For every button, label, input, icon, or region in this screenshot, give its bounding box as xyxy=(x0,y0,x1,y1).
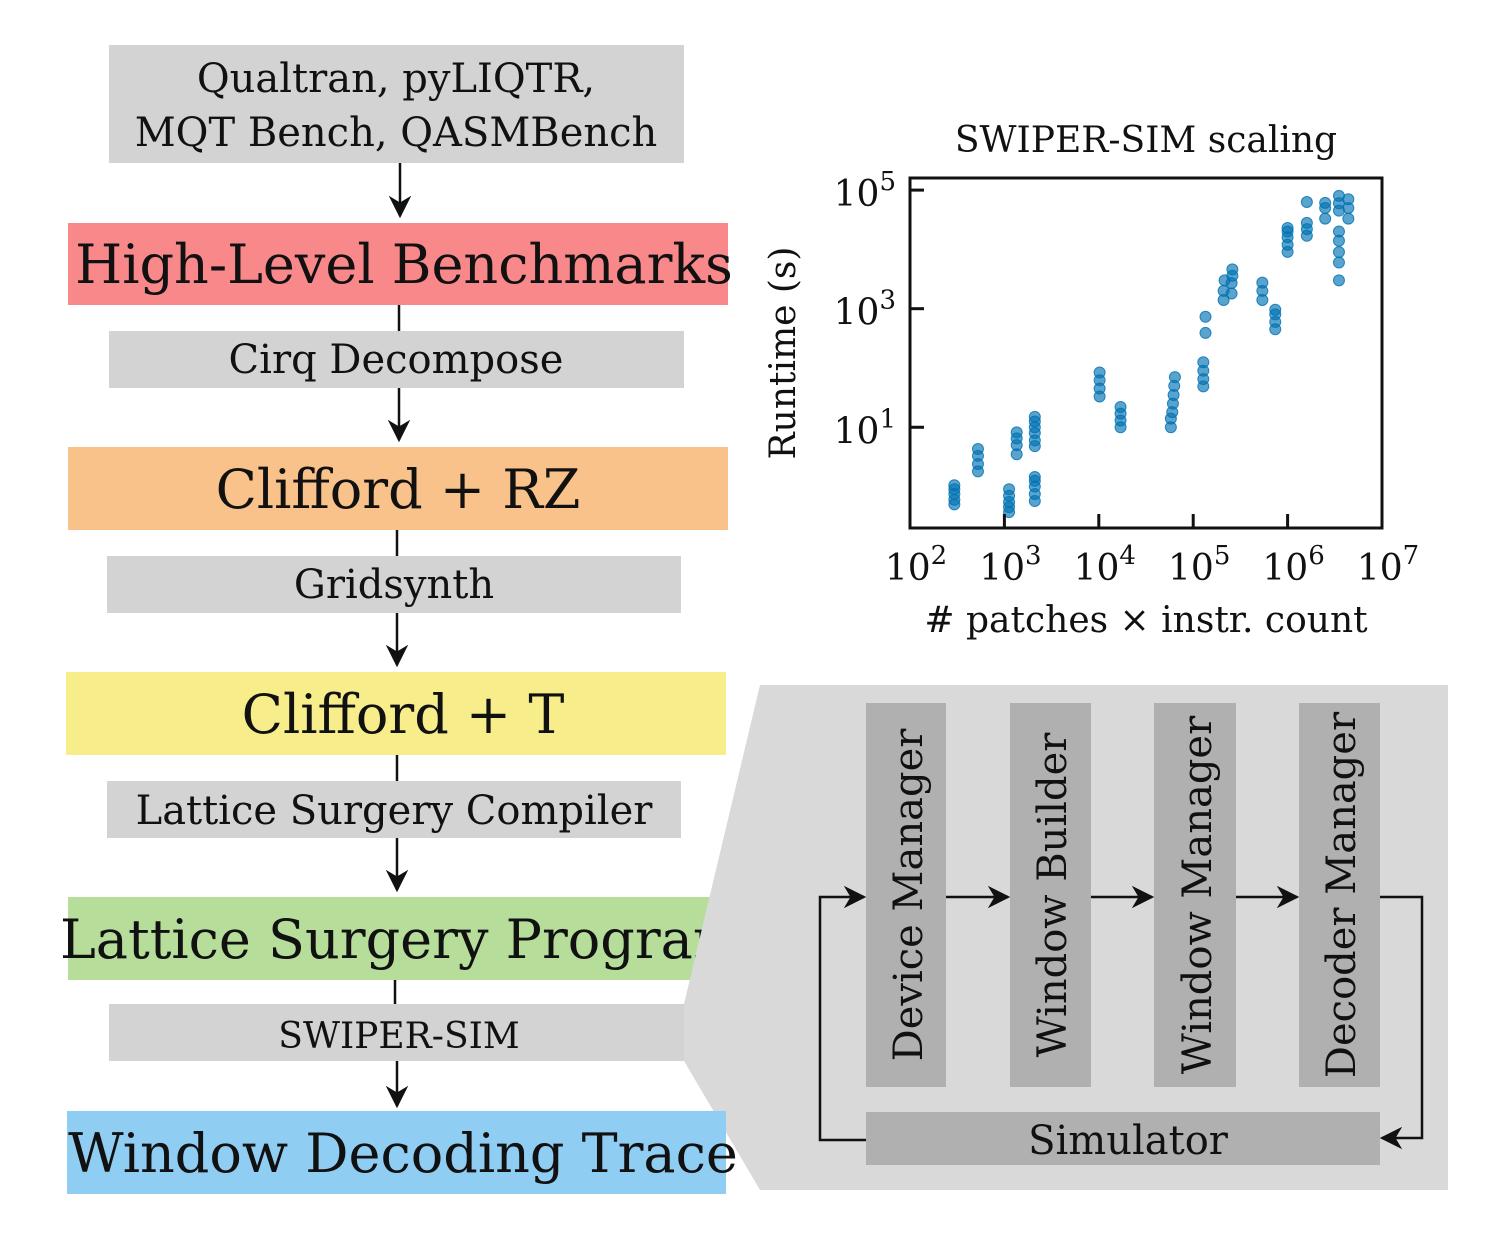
data-point xyxy=(1003,483,1016,496)
data-point xyxy=(1332,225,1345,238)
module-window-manager: Window Manager xyxy=(1175,715,1221,1074)
data-point xyxy=(1332,246,1345,259)
step-cirq-decompose: Cirq Decompose xyxy=(229,337,564,383)
plot-frame xyxy=(908,176,1384,530)
data-point xyxy=(1319,196,1332,209)
module-device-manager: Device Manager xyxy=(886,728,932,1062)
window-builder-box xyxy=(1010,703,1091,1087)
step-box xyxy=(109,1004,684,1061)
step-swiper-sim: SWIPER-SIM xyxy=(278,1016,519,1057)
data-point xyxy=(1199,310,1212,323)
simulator-box xyxy=(866,1112,1380,1165)
data-point xyxy=(971,442,984,455)
data-point xyxy=(1197,356,1210,369)
data-point xyxy=(1342,193,1355,206)
stage-label: Clifford + RZ xyxy=(216,458,581,521)
data-point xyxy=(1028,470,1041,483)
sources-box xyxy=(109,45,684,163)
simulator-label: Simulator xyxy=(1028,1118,1229,1164)
scatter-points xyxy=(948,189,1355,519)
step-gridsynth: Gridsynth xyxy=(294,562,494,608)
data-point xyxy=(1114,400,1127,413)
stage-label: Clifford + T xyxy=(242,683,565,746)
sources-line2: MQT Bench, QASMBench xyxy=(135,110,658,156)
module-decoder-manager: Decoder Manager xyxy=(1319,711,1365,1078)
y-tick-label: 105 xyxy=(834,167,896,215)
decoder-manager-box xyxy=(1299,703,1380,1087)
x-tick-label: 104 xyxy=(1074,541,1136,589)
stage-label: High-Level Benchmarks xyxy=(75,233,733,296)
chart-title: SWIPER-SIM scaling xyxy=(955,120,1337,161)
step-box xyxy=(109,331,684,388)
stage-lattice-surgery-program xyxy=(68,897,726,980)
y-tick-label: 103 xyxy=(834,286,896,334)
stage-clifford-rz xyxy=(68,447,728,530)
data-point xyxy=(1300,195,1313,208)
x-tick-label: 102 xyxy=(885,541,947,589)
window-manager-box xyxy=(1154,703,1236,1087)
data-point xyxy=(1269,303,1282,316)
pipeline: Qualtran, pyLIQTR, MQT Bench, QASMBench … xyxy=(60,45,744,1004)
stage-window-decoding-trace xyxy=(67,1111,726,1194)
device-manager-box xyxy=(866,703,946,1087)
y-tick-label: 101 xyxy=(834,404,896,452)
simulator-detail-panel: SWIPER-SIM Window Decoding Trace Device … xyxy=(67,685,1448,1194)
scaling-chart: SWIPER-SIM scaling Runtime (s) # patches… xyxy=(763,120,1419,641)
module-window-builder: Window Builder xyxy=(1030,732,1076,1058)
stage-label: Lattice Surgery Program xyxy=(60,908,744,971)
data-point xyxy=(948,479,961,492)
data-point xyxy=(1332,256,1345,269)
data-point xyxy=(1010,426,1023,439)
step-lattice-surgery-compiler: Lattice Surgery Compiler xyxy=(136,788,654,834)
data-point xyxy=(1281,221,1294,234)
data-point xyxy=(1342,212,1355,225)
x-tick-label: 103 xyxy=(979,541,1041,589)
data-point xyxy=(1093,366,1106,379)
axis-ticks: 102 103 104 105 106 107 101 103 105 xyxy=(834,167,1420,589)
chart-ylabel: Runtime (s) xyxy=(763,247,804,460)
data-point xyxy=(1226,263,1239,276)
chart-xlabel: # patches × instr. count xyxy=(924,600,1368,641)
data-point xyxy=(1332,274,1345,287)
sources-line1: Qualtran, pyLIQTR, xyxy=(197,56,595,102)
x-tick-label: 106 xyxy=(1262,541,1324,589)
data-point xyxy=(1168,371,1181,384)
stage-clifford-t xyxy=(66,672,726,755)
data-point xyxy=(1199,326,1212,339)
step-box xyxy=(107,781,681,838)
x-tick-label: 107 xyxy=(1357,541,1419,589)
step-box xyxy=(107,556,681,613)
data-point xyxy=(1300,216,1313,229)
data-point xyxy=(1225,287,1238,300)
stage-high-level-benchmarks xyxy=(68,223,728,305)
data-point xyxy=(1028,410,1041,423)
flow-arrows xyxy=(818,885,1424,1150)
stage-label: Window Decoding Trace xyxy=(68,1122,738,1185)
x-tick-label: 105 xyxy=(1168,541,1230,589)
data-point xyxy=(1256,276,1269,289)
data-point xyxy=(1319,212,1332,225)
